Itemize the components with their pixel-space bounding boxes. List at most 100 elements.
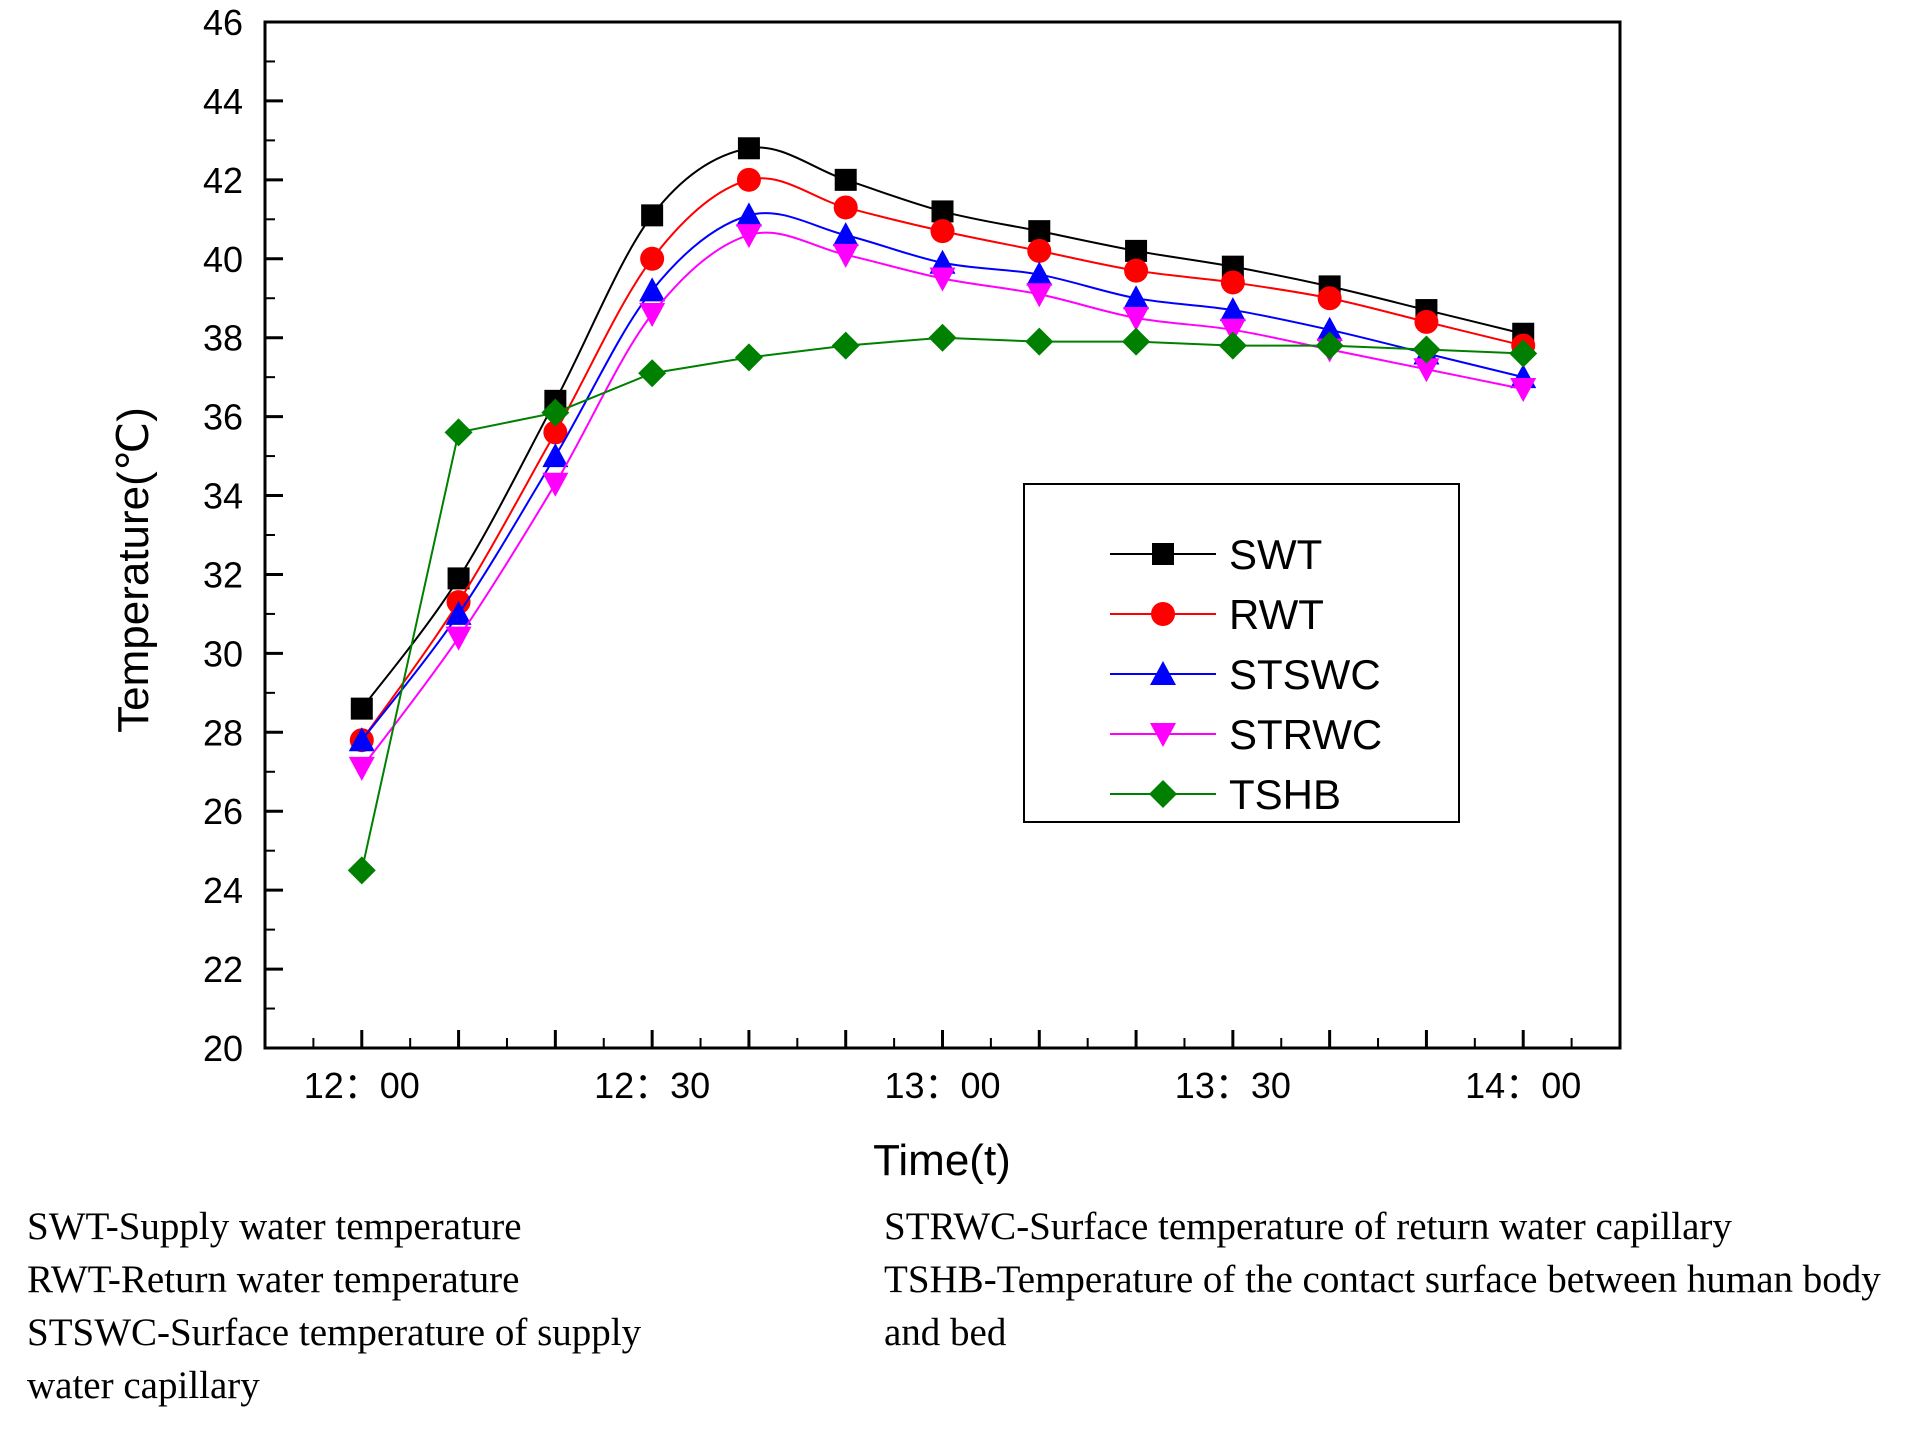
data-point-strwc xyxy=(542,472,569,497)
temperature-chart: 20 22 24 26 28 30 32 34 36 38 40 42 44 46 12：00 12：30 13… xyxy=(109,2,1622,1185)
data-point-tshb xyxy=(831,331,860,360)
series-stswc xyxy=(348,202,1537,752)
data-point-strwc xyxy=(1123,306,1150,331)
note-tshb: TSHB-Temperature of the contact surface … xyxy=(884,1258,1881,1354)
y-tick-label: 44 xyxy=(203,81,243,122)
legend-label-tshb: TSHB xyxy=(1229,771,1341,818)
data-point-strwc xyxy=(348,756,375,781)
data-point-tshb xyxy=(1315,331,1344,360)
data-point-swt xyxy=(737,137,760,160)
axes: 20 22 24 26 28 30 32 34 36 38 40 42 44 46 12：00 12：30 13… xyxy=(203,2,1622,1106)
legend-marker-stswc xyxy=(1150,661,1176,685)
data-point-rwt xyxy=(736,167,761,192)
data-point-rwt xyxy=(833,195,858,220)
data-point-stswc xyxy=(735,202,762,227)
data-point-stswc xyxy=(1316,316,1343,341)
data-point-stswc xyxy=(1026,261,1053,286)
data-point-swt xyxy=(641,204,664,227)
x-tick-label: 13：30 xyxy=(1175,1065,1291,1106)
series-line-swt xyxy=(360,146,1524,710)
legend-item-strwc: STRWC xyxy=(1110,711,1382,758)
data-point-tshb xyxy=(1412,335,1441,364)
y-axis-label: Temperature(℃) xyxy=(109,407,158,733)
legend-marker-rwt xyxy=(1151,602,1175,626)
data-point-swt xyxy=(834,168,857,191)
data-point-stswc xyxy=(1219,297,1246,322)
x-tick-label: 12：00 xyxy=(304,1065,420,1106)
note-swt: SWT-Supply water temperature xyxy=(27,1205,522,1248)
data-point-strwc xyxy=(1026,283,1053,308)
x-axis-label: Time(t) xyxy=(873,1136,1011,1185)
legend-label-strwc: STRWC xyxy=(1229,711,1382,758)
legend-item-swt: SWT xyxy=(1110,531,1322,578)
data-point-rwt xyxy=(930,219,955,244)
y-tick-label: 28 xyxy=(203,712,243,753)
legend-item-stswc: STSWC xyxy=(1110,651,1381,698)
data-point-tshb xyxy=(1218,331,1247,360)
data-point-stswc xyxy=(1123,285,1150,310)
data-point-stswc xyxy=(639,277,666,302)
data-point-tshb xyxy=(1122,327,1151,356)
data-point-rwt xyxy=(1414,309,1439,334)
data-point-strwc xyxy=(1510,377,1537,402)
data-point-strwc xyxy=(832,243,859,268)
data-point-strwc xyxy=(929,267,956,292)
y-tick-label: 34 xyxy=(203,476,243,517)
data-point-tshb xyxy=(541,398,570,427)
data-point-rwt xyxy=(1124,258,1149,283)
y-tick-label: 22 xyxy=(203,949,243,990)
data-point-tshb xyxy=(347,856,376,885)
data-point-strwc xyxy=(1219,318,1246,343)
legend-marker-strwc xyxy=(1150,723,1176,747)
data-point-tshb xyxy=(1025,327,1054,356)
x-tick-label: 14：00 xyxy=(1465,1065,1581,1106)
legend-item-rwt: RWT xyxy=(1110,591,1324,638)
y-tick-label: 36 xyxy=(203,397,243,438)
y-tick-label: 20 xyxy=(203,1028,243,1069)
y-tick-label: 32 xyxy=(203,554,243,595)
data-point-swt xyxy=(350,697,373,720)
data-point-swt xyxy=(931,200,954,223)
data-point-rwt xyxy=(640,246,665,271)
data-point-rwt xyxy=(1220,270,1245,295)
legend-label-rwt: RWT xyxy=(1229,591,1324,638)
y-tick-label: 38 xyxy=(203,318,243,359)
y-tick-label: 24 xyxy=(203,870,243,911)
data-point-stswc xyxy=(445,600,472,625)
data-point-stswc xyxy=(832,222,859,247)
y-tick-label: 40 xyxy=(203,239,243,280)
data-point-swt xyxy=(1028,220,1051,243)
data-point-strwc xyxy=(445,626,472,651)
legend-label-stswc: STSWC xyxy=(1229,651,1381,698)
series-line-stswc xyxy=(360,212,1524,741)
note-rwt: RWT-Return water temperature xyxy=(27,1258,520,1301)
data-point-rwt xyxy=(1027,238,1052,263)
legend-marker-tshb xyxy=(1149,780,1177,808)
data-point-strwc xyxy=(639,303,666,328)
y-tick-label: 42 xyxy=(203,160,243,201)
y-tick-label: 46 xyxy=(203,2,243,43)
data-point-tshb xyxy=(734,343,763,372)
x-tick-label: 13：00 xyxy=(884,1065,1000,1106)
data-point-tshb xyxy=(928,323,957,352)
data-point-tshb xyxy=(1509,339,1538,368)
x-tick-label: 12：30 xyxy=(594,1065,710,1106)
legend-box xyxy=(1023,483,1460,823)
legend: SWT RWT STSWC STRWC TSHB xyxy=(1023,483,1460,823)
data-point-rwt xyxy=(543,420,568,445)
note-stswc: STSWC-Surface temperature of supply wate… xyxy=(27,1311,642,1407)
note-strwc: STRWC-Surface temperature of return wate… xyxy=(884,1205,1732,1248)
data-point-tshb xyxy=(444,418,473,447)
series-tshb xyxy=(347,323,1538,885)
notes-left-column: SWT-Supply water temperature RWT-Return … xyxy=(27,1200,737,1412)
data-point-swt xyxy=(447,567,470,590)
y-tick-label: 30 xyxy=(203,633,243,674)
data-point-strwc xyxy=(735,224,762,249)
data-point-stswc xyxy=(348,727,375,752)
series-line-rwt xyxy=(360,177,1524,741)
legend-label-swt: SWT xyxy=(1229,531,1322,578)
legend-marker-swt xyxy=(1152,543,1174,565)
y-tick-label: 26 xyxy=(203,791,243,832)
abbreviation-notes: SWT-Supply water temperature RWT-Return … xyxy=(0,1200,1910,1420)
data-point-strwc xyxy=(1413,358,1440,383)
